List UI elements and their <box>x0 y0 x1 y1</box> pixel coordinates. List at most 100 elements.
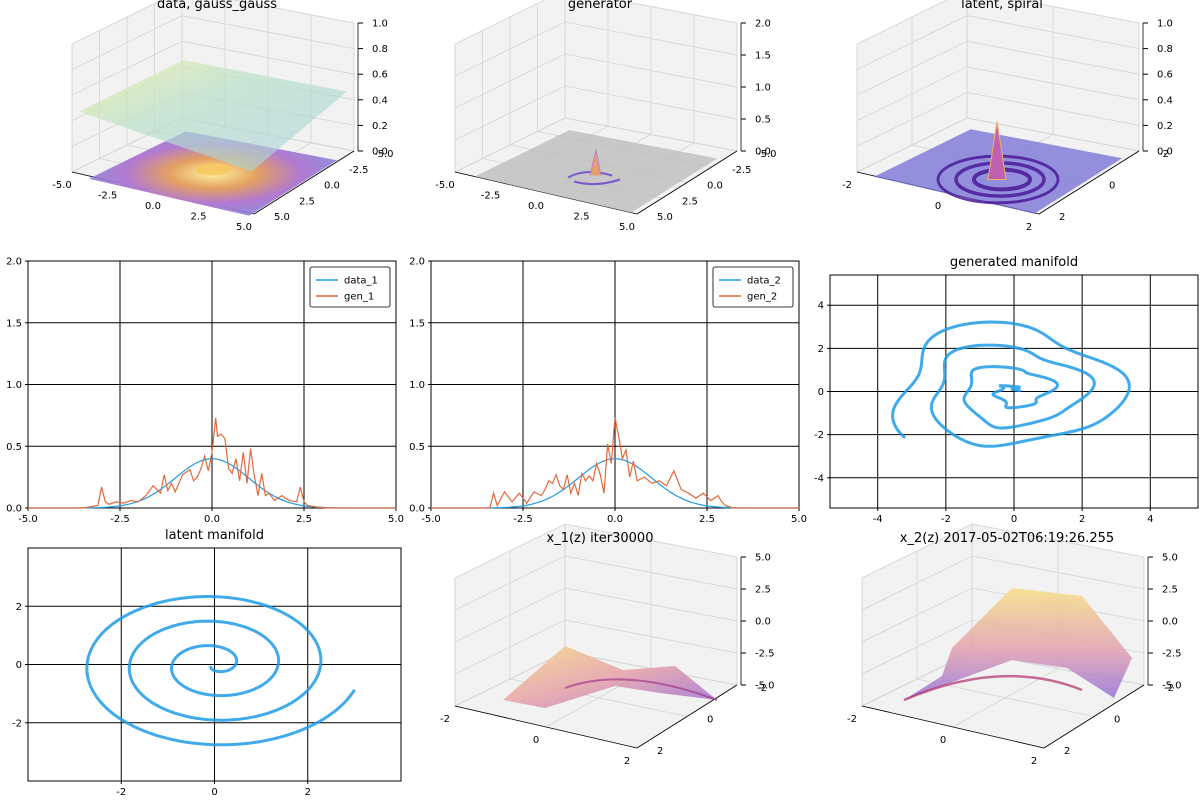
y-tick-label: 5.0 <box>274 212 290 223</box>
z-tick-label: 0.0 <box>1162 617 1178 628</box>
axes-frame <box>829 274 1199 509</box>
y-tick-label: -2 <box>757 683 767 694</box>
x-tick-label: 2 <box>1031 756 1037 767</box>
panel-title: data, gauss_gauss <box>157 0 277 12</box>
x-tick-label: -2.5 <box>98 191 118 202</box>
y-tick-label: -2 <box>1164 683 1174 694</box>
y-tick-label: 0 <box>1114 715 1120 726</box>
y-tick-label: -5.0 <box>374 149 394 160</box>
wall-grid-z <box>454 0 738 45</box>
panel-title: x_2(z) 2017-05-02T06:19:26.255 <box>900 531 1114 546</box>
surface-ridge <box>564 678 718 701</box>
wall-grid-z <box>71 0 355 45</box>
x-tick-label: 0 <box>935 201 941 212</box>
density-ring <box>567 171 621 186</box>
y-tick-label: 2.0 <box>6 257 22 268</box>
x-tick-label: 0.0 <box>145 201 161 212</box>
z-tick-label: 2.5 <box>1162 585 1178 596</box>
y-tick-label: 2.5 <box>682 196 698 207</box>
series-line-gen_2 <box>431 417 799 509</box>
y-tick-label: -5.0 <box>757 149 777 160</box>
y-tick-label: 1.5 <box>6 318 22 329</box>
surface-ridge <box>903 674 1083 702</box>
wall-grid-z <box>71 15 355 70</box>
axes-frame <box>430 260 800 509</box>
wall-grid-z <box>454 117 738 173</box>
z-tick-label: 0.5 <box>755 115 771 126</box>
wall-grid-z <box>454 587 738 643</box>
z-tick-label: 1.0 <box>372 19 388 30</box>
y-axis-line <box>1038 150 1140 215</box>
x-tick-label: 2 <box>305 787 311 798</box>
y-axis-line <box>636 150 738 215</box>
z-tick-label: 0.2 <box>372 121 388 132</box>
y-tick-label: 0.5 <box>409 442 425 453</box>
y-tick-label: -4 <box>814 473 824 484</box>
surface <box>503 646 717 708</box>
y-tick-label: 2.0 <box>409 257 425 268</box>
wall-grid-z <box>454 53 738 109</box>
z-tick-label: 0.6 <box>372 70 388 81</box>
wall-grid-z <box>454 21 738 77</box>
x-tick-label: -2 <box>847 714 857 725</box>
z-tick-label: 0.4 <box>372 95 388 106</box>
legend <box>309 266 391 308</box>
wall-grid-z <box>861 523 1145 579</box>
panel-title: generated manifold <box>950 255 1078 270</box>
y-tick-label: -2 <box>1159 149 1169 160</box>
x-tick-label: 4 <box>1147 514 1153 525</box>
wall-grid-z <box>856 66 1140 122</box>
y-tick-label: -2 <box>12 718 22 729</box>
y-tick-label: -2 <box>814 430 824 441</box>
panel-marginal-2: -5.0 -2.5 0.0 2.5 5.0 0.0 0.5 1.0 1.5 2.0 data_2ge… <box>409 257 807 526</box>
wall-grid-z <box>454 523 738 579</box>
x-tick-label: 5.0 <box>791 514 807 525</box>
z-tick-label: 1.5 <box>755 51 771 62</box>
panel-generated-manifold: -4 -2 0 2 4 -4 -2 0 2 4 generated manifold <box>814 255 1199 525</box>
y-tick-label: 1.5 <box>409 318 425 329</box>
x-tick-label: -5.0 <box>435 180 455 191</box>
y-tick-label: 5.0 <box>657 212 673 223</box>
x-tick-label: -2 <box>941 514 951 525</box>
surface <box>904 588 1132 700</box>
density-peak <box>589 149 602 176</box>
panel-generator: -5.0-2.50.02.55.05.02.50.0-2.5-5.00.00.5… <box>435 0 777 233</box>
panel-title: x_1(z) iter30000 <box>547 531 654 546</box>
z-tick-label: 2.5 <box>755 585 771 596</box>
x-tick-label: 2.5 <box>296 514 312 525</box>
y-tick-label: 0 <box>1109 181 1115 192</box>
density-peak <box>195 163 231 176</box>
x-tick-label: -5.0 <box>52 180 72 191</box>
z-tick-label: 0.0 <box>755 147 771 158</box>
z-tick-label: -5.0 <box>755 681 775 692</box>
panel-title: latent, spiral <box>961 0 1043 12</box>
wall-grid-z <box>856 0 1140 45</box>
y-tick-label: 2 <box>1064 746 1070 757</box>
x-tick-label: 5.0 <box>236 222 252 233</box>
z-tick-label: 0.4 <box>1157 95 1173 106</box>
z-tick-label: 1.0 <box>1157 19 1173 30</box>
y-tick-label: 0 <box>16 660 22 671</box>
x-tick-label: 2.5 <box>699 514 715 525</box>
z-tick-label: 0.8 <box>372 44 388 55</box>
y-tick-label: 2 <box>16 602 22 613</box>
x-tick-label: -2 <box>440 714 450 725</box>
wall-grid-z <box>856 40 1140 96</box>
x-tick-label: -5.0 <box>421 514 441 525</box>
x-tick-label: -2 <box>116 787 126 798</box>
z-tick-label: 5.0 <box>1162 553 1178 564</box>
density-peak <box>987 121 1007 180</box>
panel-latent-manifold: -2 0 2 -2 0 2 latent manifold <box>12 528 402 798</box>
y-tick-label: -2.5 <box>732 165 752 176</box>
z-tick-label: 0.0 <box>755 617 771 628</box>
y-tick-label: 1.0 <box>6 380 22 391</box>
z-tick-label: -5.0 <box>1162 681 1182 692</box>
x-axis-line <box>861 705 1045 749</box>
x-axis-line <box>454 705 638 749</box>
y-tick-label: 0.0 <box>707 181 723 192</box>
z-tick-label: 2.0 <box>755 19 771 30</box>
x-tick-label: -2.5 <box>481 191 501 202</box>
wall-grid-z <box>71 40 355 96</box>
z-tick-label: 0.6 <box>1157 70 1173 81</box>
